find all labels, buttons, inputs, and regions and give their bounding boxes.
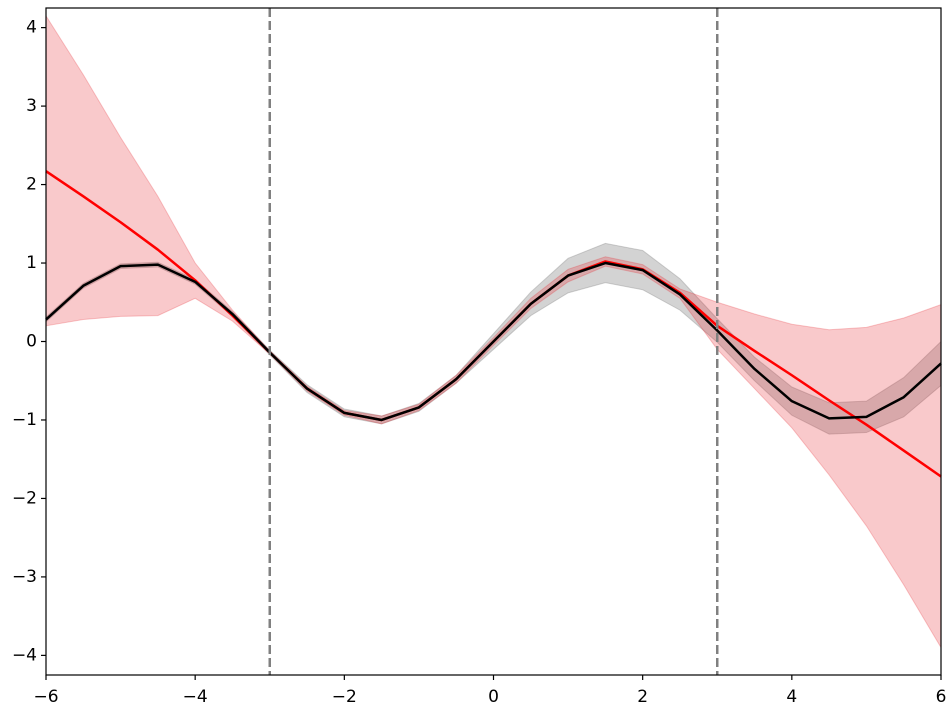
x-tick-label: 4 [786,687,797,707]
x-tick-label: 6 [936,687,947,707]
x-tick-label: −6 [33,687,58,707]
y-tick-label: 0 [26,332,37,352]
line [45,261,942,422]
y-tick-label: 2 [26,175,37,195]
y-tick-label: −4 [12,645,37,665]
y-tick-label: −3 [12,567,37,587]
x-tick-label: 0 [488,687,499,707]
y-tick-label: 3 [26,96,37,116]
x-tick-label: −4 [183,687,208,707]
x-tick-label: 2 [637,687,648,707]
y-tick-label: 4 [26,18,37,38]
y-tick-label: 1 [26,253,37,273]
x-tick-label: −2 [332,687,357,707]
y-tick-label: −1 [12,410,37,430]
confidence-band [45,14,942,650]
y-tick-label: −2 [12,488,37,508]
